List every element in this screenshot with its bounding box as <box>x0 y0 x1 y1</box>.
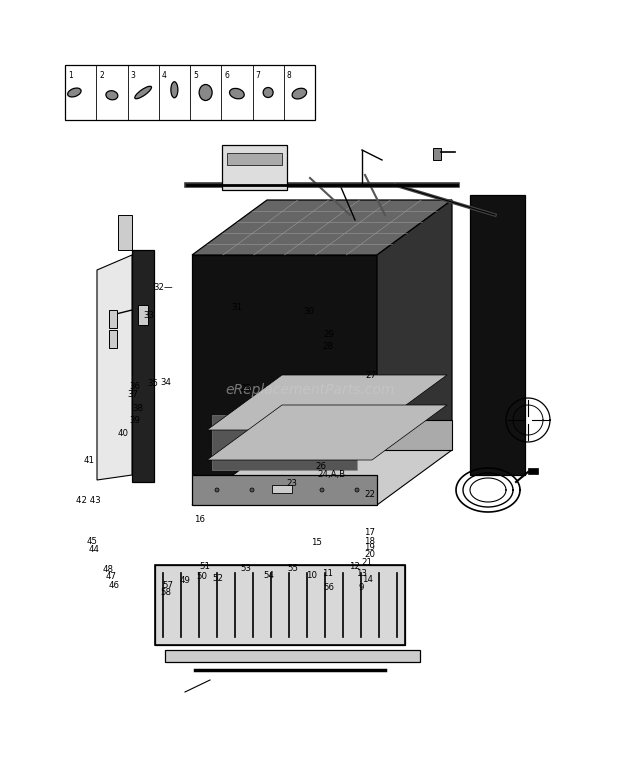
Bar <box>109 330 117 348</box>
Text: 44: 44 <box>89 545 100 554</box>
Text: 23: 23 <box>286 479 298 488</box>
Ellipse shape <box>199 84 212 100</box>
Text: 57: 57 <box>162 581 173 590</box>
Polygon shape <box>165 650 420 662</box>
Text: 28: 28 <box>322 342 333 351</box>
Polygon shape <box>192 200 452 255</box>
Text: 58: 58 <box>161 587 172 597</box>
Polygon shape <box>132 250 154 482</box>
Text: 41: 41 <box>83 456 94 465</box>
Text: 36: 36 <box>130 382 141 391</box>
Text: 38: 38 <box>132 404 143 413</box>
Text: 19: 19 <box>364 543 375 553</box>
Polygon shape <box>377 200 452 475</box>
Text: 7: 7 <box>255 71 260 80</box>
Text: 27: 27 <box>365 371 376 380</box>
Text: 53: 53 <box>240 564 251 573</box>
Text: 11: 11 <box>322 568 333 578</box>
Text: 46: 46 <box>108 581 120 590</box>
Text: 37: 37 <box>128 390 139 399</box>
Text: 10: 10 <box>306 571 317 580</box>
Text: 15: 15 <box>311 538 322 547</box>
Polygon shape <box>222 145 287 190</box>
Bar <box>138 305 148 325</box>
Bar <box>272 485 292 493</box>
Text: 56: 56 <box>323 583 334 592</box>
Bar <box>433 148 441 160</box>
Ellipse shape <box>68 88 81 97</box>
Text: 21: 21 <box>361 558 373 567</box>
Ellipse shape <box>320 488 324 492</box>
Ellipse shape <box>229 88 244 99</box>
Text: 26: 26 <box>315 462 326 471</box>
Text: 42 43: 42 43 <box>76 496 101 505</box>
Text: 1: 1 <box>68 71 73 80</box>
Text: 18: 18 <box>364 537 375 546</box>
Text: 2: 2 <box>99 71 104 80</box>
Ellipse shape <box>250 488 254 492</box>
Ellipse shape <box>215 488 219 492</box>
Text: 24,A,B: 24,A,B <box>317 470 345 480</box>
Text: 39: 39 <box>130 416 141 425</box>
Polygon shape <box>207 375 447 430</box>
Polygon shape <box>192 475 377 505</box>
Text: eReplacementParts.com: eReplacementParts.com <box>225 383 395 397</box>
Text: 40: 40 <box>117 429 128 439</box>
Ellipse shape <box>263 87 273 97</box>
Ellipse shape <box>355 488 359 492</box>
Ellipse shape <box>292 88 307 99</box>
Text: 50: 50 <box>196 572 207 581</box>
Bar <box>227 153 282 165</box>
Text: 35: 35 <box>147 378 158 388</box>
Text: 29: 29 <box>324 330 335 339</box>
Text: 17: 17 <box>364 528 375 537</box>
Ellipse shape <box>106 90 118 100</box>
Text: 3: 3 <box>130 71 135 80</box>
Polygon shape <box>97 270 127 460</box>
Text: 32—: 32— <box>154 283 174 292</box>
Text: 22: 22 <box>365 490 376 499</box>
Text: 34: 34 <box>160 378 171 387</box>
Text: 6: 6 <box>224 71 229 80</box>
Polygon shape <box>470 195 525 475</box>
Text: 9: 9 <box>358 583 363 592</box>
Text: 20: 20 <box>364 550 375 559</box>
Text: 4: 4 <box>162 71 167 80</box>
Polygon shape <box>192 255 377 475</box>
Text: 31: 31 <box>231 302 242 312</box>
Text: 12: 12 <box>349 562 360 571</box>
Text: 49: 49 <box>179 576 190 585</box>
Text: 55: 55 <box>287 564 298 573</box>
Ellipse shape <box>135 86 151 99</box>
Polygon shape <box>155 565 405 645</box>
Text: 48: 48 <box>102 565 113 574</box>
Text: 45: 45 <box>86 537 97 546</box>
Text: 30: 30 <box>304 307 315 316</box>
Polygon shape <box>212 415 357 470</box>
Text: 8: 8 <box>286 71 291 80</box>
Text: 51: 51 <box>199 562 210 572</box>
Bar <box>528 468 538 474</box>
Polygon shape <box>207 405 447 460</box>
Text: 25: 25 <box>241 384 252 393</box>
Text: 14: 14 <box>362 575 373 584</box>
Bar <box>109 310 117 328</box>
Text: 47: 47 <box>105 572 117 581</box>
Text: 5: 5 <box>193 71 198 80</box>
Polygon shape <box>267 420 452 450</box>
Text: 16: 16 <box>194 515 205 524</box>
Polygon shape <box>97 255 132 480</box>
Bar <box>65 65 315 120</box>
Text: 13: 13 <box>356 568 367 578</box>
Text: 33: 33 <box>143 311 154 320</box>
Text: 52: 52 <box>213 574 224 583</box>
Ellipse shape <box>285 488 289 492</box>
Ellipse shape <box>171 82 178 98</box>
Bar <box>118 215 132 250</box>
Polygon shape <box>192 450 452 505</box>
Text: 54: 54 <box>264 571 275 580</box>
